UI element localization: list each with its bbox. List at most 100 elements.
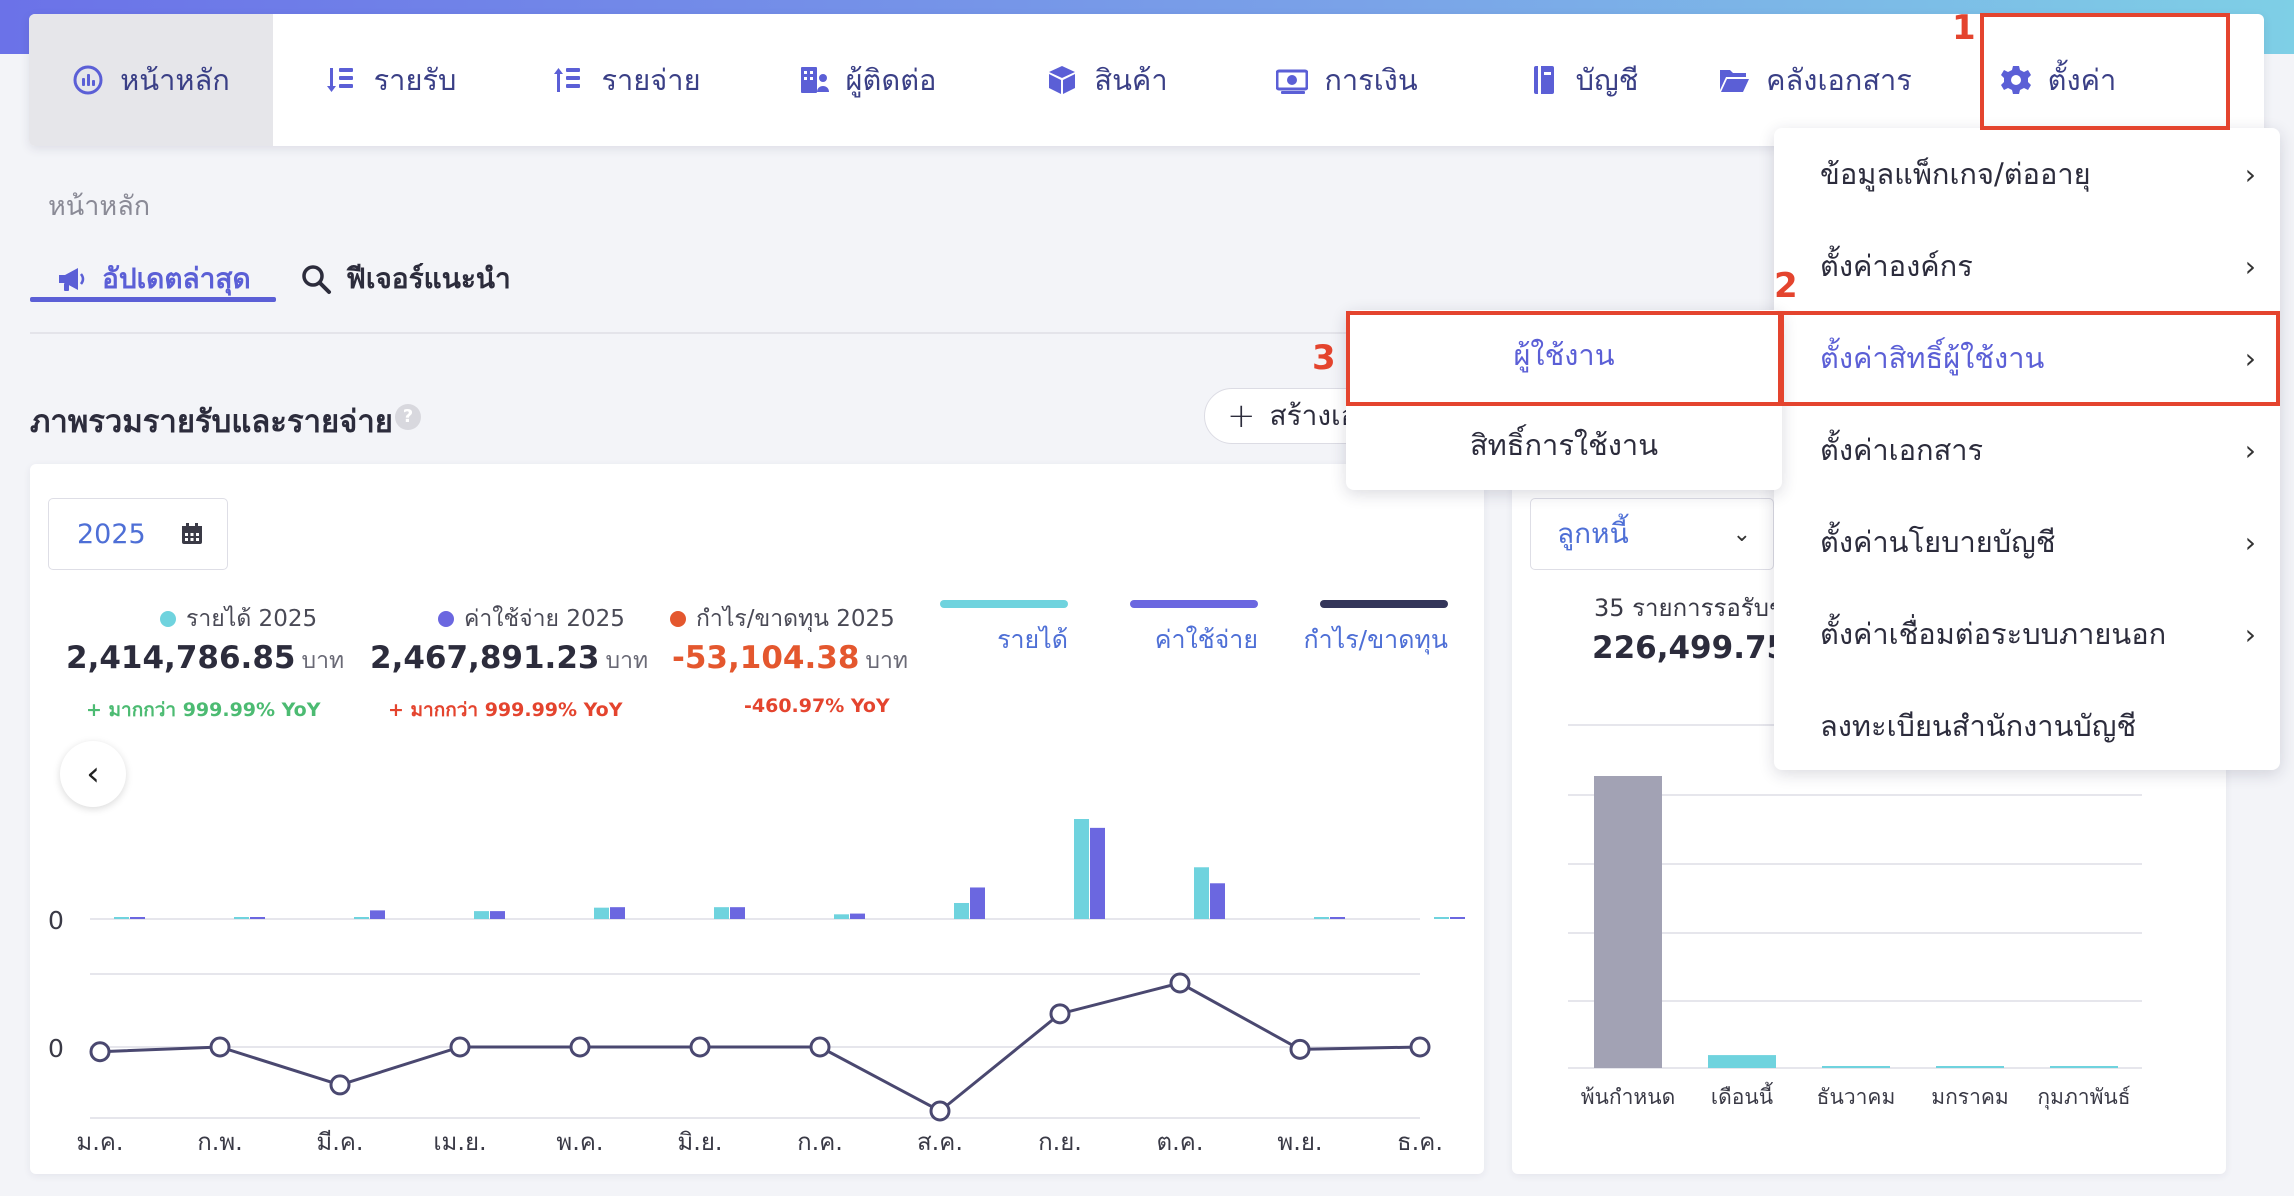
profit-point xyxy=(1049,1003,1071,1025)
bar-income xyxy=(1434,917,1449,919)
chevron-right-icon: › xyxy=(2244,617,2256,651)
annotation-step-3: 3 xyxy=(1312,338,1336,378)
x-tick-label: พ.ย. xyxy=(1277,1128,1322,1156)
legend-expense[interactable]: ค่าใช้จ่าย xyxy=(1154,625,1258,654)
profit-point xyxy=(89,1041,111,1063)
x-tick-label: เดือนนี้ xyxy=(1711,1082,1773,1109)
profit-point xyxy=(1409,1036,1431,1058)
megaphone-icon xyxy=(59,268,85,291)
bar-expense xyxy=(610,907,625,919)
bar-expense xyxy=(370,910,385,919)
nav-item-income[interactable]: รายรับ xyxy=(273,14,509,146)
menu-item-organization[interactable]: ตั้งค่าองค์กร › xyxy=(1774,220,2280,312)
x-tick-label: พ้นกำหนด xyxy=(1581,1085,1676,1109)
create-button-label: สร้างเอ xyxy=(1269,399,1358,432)
legend-profit[interactable]: กำไร/ขาดทุน xyxy=(1303,625,1448,654)
menu-label: ตั้งค่านโยบายบัญชี xyxy=(1820,525,2056,559)
label-text: ค่าใช้จ่าย 2025 xyxy=(464,606,625,632)
account-book-icon xyxy=(1533,66,1554,94)
help-icon[interactable]: ? xyxy=(395,404,421,430)
profit-point xyxy=(1289,1038,1311,1060)
x-tick-label: ก.ย. xyxy=(1038,1128,1082,1156)
menu-item-package[interactable]: ข้อมูลแพ็กเกจ/ต่ออายุ › xyxy=(1774,128,2280,220)
nav-item-accounting[interactable]: บัญชี xyxy=(1469,14,1697,146)
folder-open-icon xyxy=(1720,70,1750,92)
menu-item-accounting-policy[interactable]: ตั้งค่านโยบายบัญชี › xyxy=(1774,496,2280,588)
product-box-icon xyxy=(1049,66,1076,94)
legend-expense-swatch xyxy=(1130,600,1258,608)
tab-label: อัปเดตล่าสุด xyxy=(102,262,251,295)
menu-item-documents[interactable]: ตั้งค่าเอกสาร › xyxy=(1774,404,2280,496)
receivables-type-select[interactable]: ลูกหนี้ ⌄ xyxy=(1530,498,1774,570)
expense-stat-value: 2,467,891.23 บาท xyxy=(370,640,648,679)
menu-label: ข้อมูลแพ็กเกจ/ต่ออายุ xyxy=(1820,157,2091,191)
bar-income xyxy=(954,902,969,919)
x-tick-label: ธ.ค. xyxy=(1397,1128,1443,1156)
legend-income-swatch xyxy=(940,600,1068,608)
chart-prev-button[interactable]: ‹ xyxy=(60,741,126,807)
nav-label: ตั้งค่า xyxy=(2047,63,2117,97)
nav-item-documents[interactable]: คลังเอกสาร xyxy=(1697,14,1933,146)
menu-label: ตั้งค่าสิทธิ์ผู้ใช้งาน xyxy=(1820,341,2045,375)
annotation-step-1: 1 xyxy=(1952,8,1976,48)
bar-expense xyxy=(1090,827,1105,919)
x-tick-label: ก.พ. xyxy=(197,1128,243,1156)
plus-icon: + xyxy=(1227,396,1256,436)
bar-expense xyxy=(250,917,265,919)
x-tick-label: มี.ค. xyxy=(316,1128,363,1156)
year-picker[interactable]: 2025 xyxy=(48,498,228,570)
menu-item-register-accounting-firm[interactable]: ลงทะเบียนสำนักงานบัญชี xyxy=(1774,680,2280,772)
contacts-building-icon xyxy=(800,67,829,93)
active-tab-indicator xyxy=(30,297,276,302)
x-tick-label: กุมภาพันธ์ xyxy=(2037,1085,2130,1110)
profit-point xyxy=(329,1074,351,1096)
bar-expense xyxy=(1450,917,1465,919)
bar-income xyxy=(234,917,249,919)
label-text: กำไร/ขาดทุน 2025 xyxy=(696,606,895,632)
nav-item-products[interactable]: สินค้า xyxy=(989,14,1225,146)
profit-point xyxy=(569,1036,591,1058)
label-text: รายได้ 2025 xyxy=(186,606,318,632)
dashboard-gauge-icon xyxy=(73,65,103,95)
profit-line xyxy=(99,981,1421,1113)
nav-item-contacts[interactable]: ผู้ติดต่อ xyxy=(745,14,989,146)
bar-expense xyxy=(970,887,985,919)
submenu-item-users[interactable]: ผู้ใช้งาน xyxy=(1513,338,1615,372)
menu-item-integrations[interactable]: ตั้งค่าเชื่อมต่อระบบภายนอก › xyxy=(1774,588,2280,680)
menu-label: ตั้งค่าเชื่อมต่อระบบภายนอก xyxy=(1820,617,2167,651)
income-sort-icon xyxy=(326,68,353,92)
submenu-item-permissions[interactable]: สิทธิ์การใช้งาน xyxy=(1469,428,1659,462)
x-tick-label: มิ.ย. xyxy=(677,1128,722,1156)
bar-expense xyxy=(1210,883,1225,919)
menu-item-user-permissions[interactable]: ตั้งค่าสิทธิ์ผู้ใช้งาน › xyxy=(1774,312,2280,404)
expense-dot xyxy=(438,611,454,627)
legend-income[interactable]: รายได้ xyxy=(997,625,1068,654)
nav-item-settings[interactable]: ตั้งค่า xyxy=(1933,14,2183,146)
nav-label: รายจ่าย xyxy=(601,63,701,97)
profit-point xyxy=(929,1100,951,1122)
bar-expense xyxy=(490,911,505,919)
bar-expense xyxy=(130,917,145,919)
legend-profit-swatch xyxy=(1320,600,1448,608)
nav-item-finance[interactable]: การเงิน xyxy=(1225,14,1469,146)
nav-label: รายรับ xyxy=(373,63,457,97)
nav-item-expense[interactable]: รายจ่าย xyxy=(509,14,745,146)
profit-stat-label: กำไร/ขาดทุน 2025 xyxy=(670,601,895,637)
settings-menu: ข้อมูลแพ็กเกจ/ต่ออายุ › ตั้งค่าองค์กร › ตั… xyxy=(1774,128,2280,770)
value-text: 2,414,786.85 xyxy=(66,640,296,676)
chevron-down-icon: ⌄ xyxy=(1732,521,1751,547)
tab-recommended-features[interactable]: ฟีเจอร์แนะนำ xyxy=(300,254,511,304)
main-nav: หน้าหลัก รายรับ รายจ่าย ผู้ติดต่อ สินค้า… xyxy=(29,14,2264,146)
bar-expense xyxy=(1330,917,1345,919)
calendar-icon xyxy=(181,523,202,544)
bar-income xyxy=(114,917,129,919)
bar-income xyxy=(594,907,609,919)
chevron-right-icon: › xyxy=(2244,341,2256,375)
tab-label: ฟีเจอร์แนะนำ xyxy=(346,262,511,295)
menu-label: ลงทะเบียนสำนักงานบัญชี xyxy=(1820,709,2137,743)
chevron-left-icon: ‹ xyxy=(86,754,100,794)
expense-yoy: + มากกว่า 999.99% YoY xyxy=(388,699,623,721)
nav-item-home[interactable]: หน้าหลัก xyxy=(29,14,273,146)
chevron-right-icon: › xyxy=(2244,525,2256,559)
tab-latest-updates[interactable]: อัปเดตล่าสุด xyxy=(56,254,251,304)
